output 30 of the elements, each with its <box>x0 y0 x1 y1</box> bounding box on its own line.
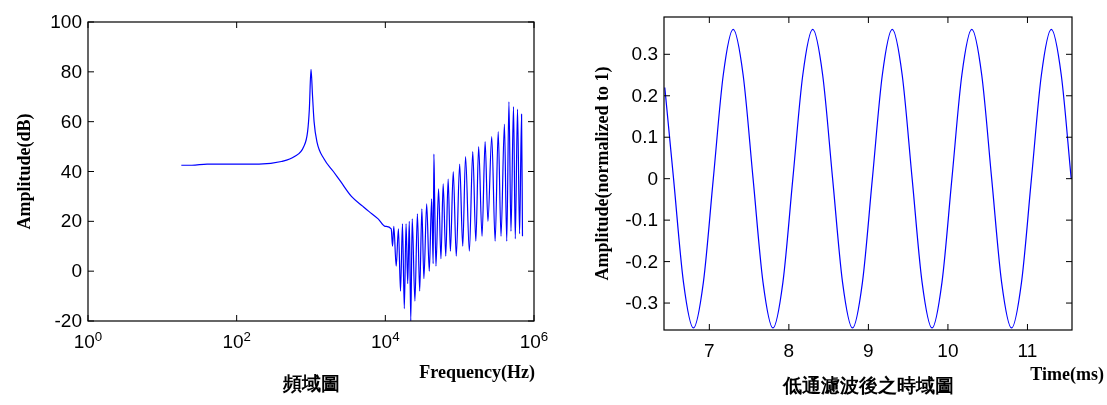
y-tick-label: -0.2 <box>625 250 658 272</box>
text: 頻域圖 <box>281 373 340 394</box>
y-tick-label: 0 <box>71 260 82 282</box>
x-tick-label: 10$^{4}$ <box>371 328 400 352</box>
y-axis-title: Amplitude(normalized to 1) <box>592 66 614 281</box>
y-tick-label: 40 <box>60 160 82 182</box>
text: 低通濾波後之時域圖 <box>781 375 954 396</box>
x-tick-label: 10 <box>937 340 959 361</box>
y-tick-label: 20 <box>60 210 82 232</box>
y-tick-label: 100 <box>50 11 82 32</box>
y-tick-label: -0.1 <box>625 209 658 231</box>
y-tick-label: 0.2 <box>631 84 658 106</box>
x-tick-label: 11 <box>1017 340 1038 361</box>
y-tick-label: -20 <box>54 310 82 331</box>
y-tick-label: 0 <box>647 167 658 189</box>
y-tick-label: 0.1 <box>631 126 658 148</box>
y-tick-label: -0.3 <box>625 292 658 314</box>
x-tick-label: 9 <box>863 340 874 361</box>
x-tick-label: 10$^{6}$ <box>519 328 549 352</box>
x-tick-label: 8 <box>783 340 795 361</box>
line-series <box>664 28 1072 329</box>
y-tick-label: 80 <box>60 60 82 82</box>
x-tick-label: 10$^{0}$ <box>73 328 103 352</box>
x-tick-label: 10$^{2}$ <box>222 328 251 352</box>
x-axis-title: Frequency(Hz) <box>419 362 535 383</box>
y-tick-label: 60 <box>60 110 82 132</box>
y-axis-title: Amplitude(dB) <box>14 113 36 230</box>
x-axis-title: Time(ms) <box>1030 364 1104 385</box>
x-tick-label: 7 <box>704 340 715 361</box>
y-tick-label: 0.3 <box>631 43 658 65</box>
